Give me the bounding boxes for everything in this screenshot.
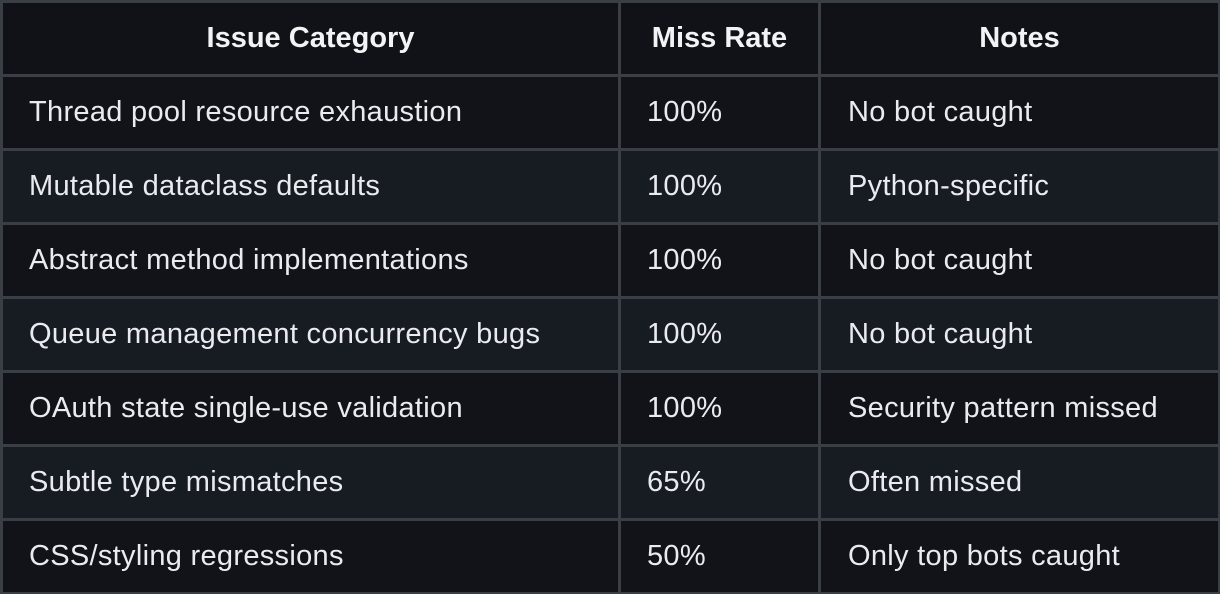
cell-miss-rate: 50% [618, 518, 821, 594]
table-header-row: Issue Category Miss Rate Notes [0, 0, 1220, 77]
cell-notes: No bot caught [818, 296, 1220, 373]
cell-miss-rate: 100% [618, 74, 821, 151]
cell-notes: No bot caught [818, 222, 1220, 299]
cell-category: Abstract method implementations [0, 222, 621, 299]
cell-notes: Often missed [818, 444, 1220, 521]
cell-miss-rate: 100% [618, 148, 821, 225]
table-row: Subtle type mismatches 65% Often missed [0, 444, 1220, 521]
cell-notes: Security pattern missed [818, 370, 1220, 447]
cell-miss-rate: 100% [618, 222, 821, 299]
cell-category: Subtle type mismatches [0, 444, 621, 521]
cell-notes: No bot caught [818, 74, 1220, 151]
cell-category: CSS/styling regressions [0, 518, 621, 594]
cell-category: Queue management concurrency bugs [0, 296, 621, 373]
header-notes: Notes [818, 0, 1220, 77]
header-miss-rate: Miss Rate [618, 0, 821, 77]
cell-category: Mutable dataclass defaults [0, 148, 621, 225]
cell-miss-rate: 65% [618, 444, 821, 521]
table-row: Mutable dataclass defaults 100% Python-s… [0, 148, 1220, 225]
cell-miss-rate: 100% [618, 296, 821, 373]
table-row: CSS/styling regressions 50% Only top bot… [0, 518, 1220, 594]
table-row: Thread pool resource exhaustion 100% No … [0, 74, 1220, 151]
table-row: OAuth state single-use validation 100% S… [0, 370, 1220, 447]
header-issue-category: Issue Category [0, 0, 621, 77]
cell-category: Thread pool resource exhaustion [0, 74, 621, 151]
cell-miss-rate: 100% [618, 370, 821, 447]
table-row: Abstract method implementations 100% No … [0, 222, 1220, 299]
table-row: Queue management concurrency bugs 100% N… [0, 296, 1220, 373]
cell-notes: Only top bots caught [818, 518, 1220, 594]
cell-category: OAuth state single-use validation [0, 370, 621, 447]
cell-notes: Python-specific [818, 148, 1220, 225]
